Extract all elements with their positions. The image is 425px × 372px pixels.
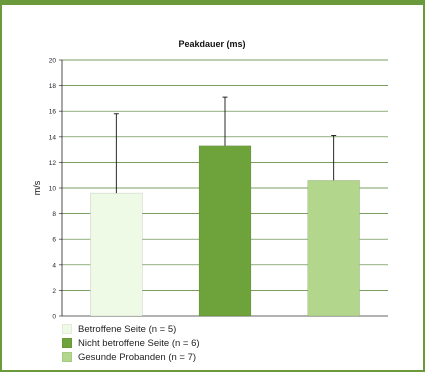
y-tick-label: 4 — [52, 262, 56, 269]
bar — [90, 192, 143, 317]
y-tick-label: 16 — [49, 109, 57, 116]
legend: Betroffene Seite (n = 5) Nicht betroffene… — [62, 322, 200, 364]
legend-swatch — [62, 352, 72, 362]
bars — [90, 145, 360, 317]
legend-label: Nicht betroffene Seite (n = 6) — [78, 337, 200, 349]
y-axis-label: m/s — [32, 180, 42, 195]
error-bars — [113, 96, 337, 194]
chart-title: Peakdauer (ms) — [178, 39, 245, 49]
y-tick-label: 12 — [49, 160, 57, 167]
y-tick-label: 18 — [49, 83, 57, 90]
bar — [307, 180, 360, 317]
legend-swatch — [62, 338, 72, 348]
y-tick-label: 0 — [52, 314, 56, 321]
frame-top-bar — [1, 1, 424, 5]
y-tick-labels: 0 2 4 6 8 10 12 14 16 18 20 — [49, 58, 57, 321]
bar — [198, 145, 252, 317]
legend-label: Gesunde Probanden (n = 7) — [78, 351, 197, 363]
y-tick-label: 20 — [49, 58, 57, 65]
y-tick-label: 14 — [49, 134, 57, 141]
legend-item: Betroffene Seite (n = 5) — [62, 322, 200, 336]
legend-label: Betroffene Seite (n = 5) — [78, 323, 177, 335]
legend-swatch — [62, 324, 72, 334]
legend-item: Gesunde Probanden (n = 7) — [62, 350, 200, 364]
y-tick-label: 2 — [52, 288, 56, 295]
y-tick-label: 8 — [52, 211, 56, 218]
legend-item: Nicht betroffene Seite (n = 6) — [62, 336, 200, 350]
y-tick-label: 10 — [49, 186, 57, 193]
y-tick-label: 6 — [52, 237, 56, 244]
